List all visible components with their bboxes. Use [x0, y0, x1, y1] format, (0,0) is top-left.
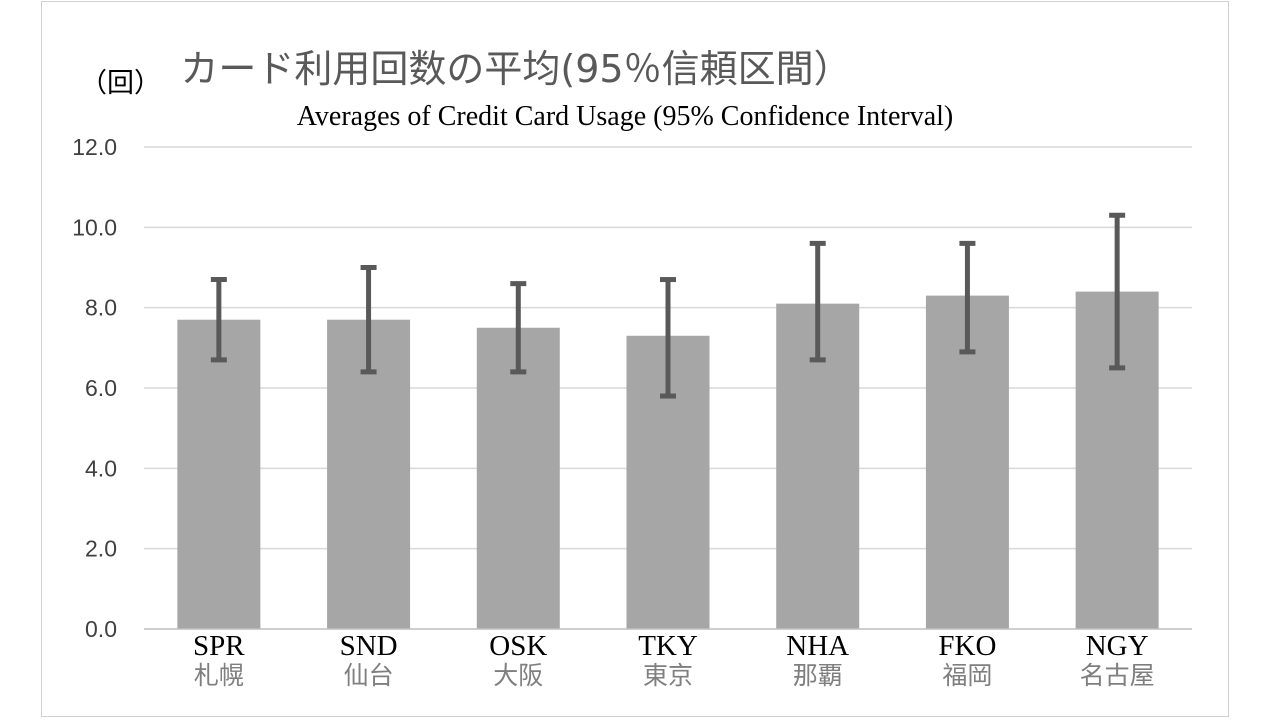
y-tick-label: 0.0	[85, 616, 117, 642]
category-code-label: NGY	[1086, 630, 1149, 662]
error-bars	[210, 212, 1126, 399]
y-tick-label: 10.0	[72, 214, 117, 240]
error-bar-fko	[959, 240, 976, 355]
y-unit-label: （回）	[80, 68, 161, 99]
error-bar-osk	[510, 281, 527, 375]
error-bar-tky	[660, 277, 676, 399]
bar-osk	[476, 327, 560, 629]
y-tick-label: 8.0	[85, 295, 117, 321]
y-axis-ticks: 0.0 2.0 4.0 6.0 8.0 10.0 12.0	[72, 134, 117, 642]
category-japanese-label: 福岡	[942, 661, 992, 690]
category-japanese-label: 東京	[643, 661, 693, 690]
error-bar-spr	[210, 277, 227, 363]
category-code-label: TKY	[638, 630, 698, 662]
bar-spr	[177, 319, 261, 629]
chart-subtitle: Averages of Credit Card Usage (95% Confi…	[297, 101, 953, 132]
chart-frame: カード利用回数の平均(95％信頼区間） Averages of Credit C…	[41, 1, 1229, 717]
credit-card-usage-chart: カード利用回数の平均(95％信頼区間） Averages of Credit C…	[72, 47, 1192, 690]
category-code-label: SPR	[193, 630, 245, 662]
category-japanese-label: 仙台	[344, 661, 394, 690]
error-bar-snd	[360, 265, 377, 375]
category-japanese-label: 名古屋	[1080, 661, 1155, 690]
chart-title: カード利用回数の平均(95％信頼区間）	[180, 47, 851, 91]
error-bar-ngy	[1109, 212, 1126, 371]
category-code-label: NHA	[786, 630, 849, 662]
category-code-label: SND	[340, 630, 398, 662]
category-japanese-label: 札幌	[194, 661, 244, 690]
error-bar-nha	[809, 240, 826, 363]
y-tick-label: 2.0	[85, 536, 117, 562]
category-japanese-label: 那覇	[793, 661, 843, 690]
y-tick-label: 12.0	[72, 134, 117, 160]
y-tick-label: 6.0	[85, 375, 117, 401]
category-japanese-label: 大阪	[493, 661, 543, 690]
category-code-label: FKO	[938, 630, 996, 662]
category-code-label: OSK	[489, 630, 547, 662]
y-tick-label: 4.0	[85, 455, 117, 481]
